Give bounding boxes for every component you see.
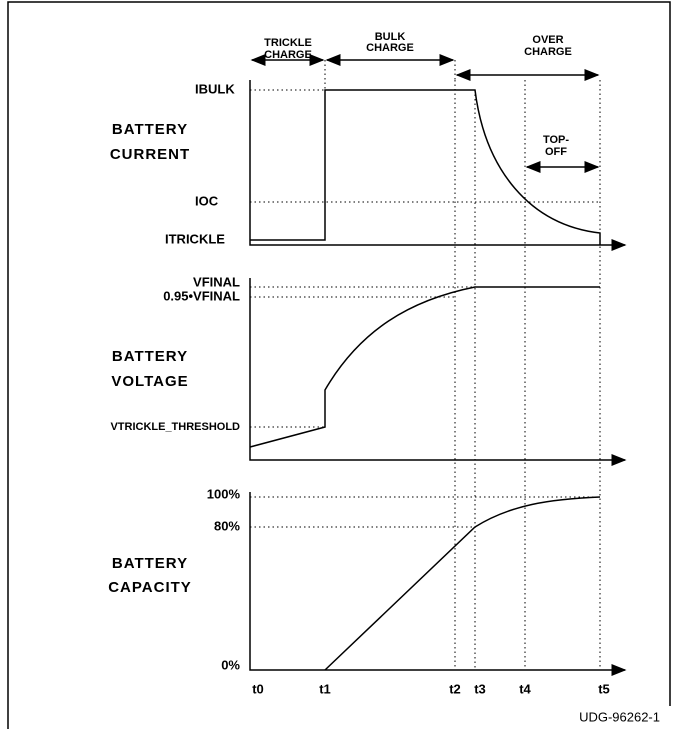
current-panel	[249, 80, 627, 251]
phase-label: OVER	[532, 34, 563, 46]
panel-title: CURRENT	[110, 146, 190, 163]
voltage-panel	[249, 278, 627, 466]
level-label: 80%	[214, 518, 240, 533]
phase-label: OFF	[545, 146, 567, 158]
time-label: t0	[252, 681, 264, 696]
frame	[7, 1, 671, 729]
time-label: t5	[598, 681, 610, 696]
phase-label: CHARGE	[264, 49, 312, 61]
phase-label: TOP-	[543, 134, 569, 146]
time-dotted-lines	[324, 60, 601, 670]
capacity-panel	[249, 492, 627, 676]
time-label: t2	[449, 681, 461, 696]
time-label: t1	[319, 681, 331, 696]
phase-label: TRICKLE	[264, 37, 312, 49]
phase-label: CHARGE	[366, 42, 414, 54]
level-label: 0.95•VFINAL	[163, 288, 240, 303]
level-label: VFINAL	[193, 274, 240, 289]
panel-title: VOLTAGE	[111, 373, 188, 390]
panel-title: CAPACITY	[108, 579, 192, 596]
time-labels: t0 t1 t2 t3 t4 t5	[252, 681, 610, 696]
level-label: 100%	[207, 486, 241, 501]
panel-title: BATTERY	[112, 121, 188, 138]
level-label: VTRICKLE_THRESHOLD	[110, 421, 240, 433]
level-label: ITRICKLE	[165, 231, 225, 246]
figure-id: UDG-96262-1	[579, 709, 660, 724]
level-label: 0%	[221, 657, 240, 672]
phase-label: BULK	[375, 31, 406, 43]
phase-arrows	[250, 54, 600, 173]
panel-title: BATTERY	[112, 348, 188, 365]
level-label: IOC	[195, 193, 219, 208]
panel-title: BATTERY	[112, 555, 188, 572]
level-label: IBULK	[195, 81, 235, 96]
time-label: t3	[474, 681, 486, 696]
time-label: t4	[519, 681, 531, 696]
phase-label: CHARGE	[524, 46, 572, 58]
